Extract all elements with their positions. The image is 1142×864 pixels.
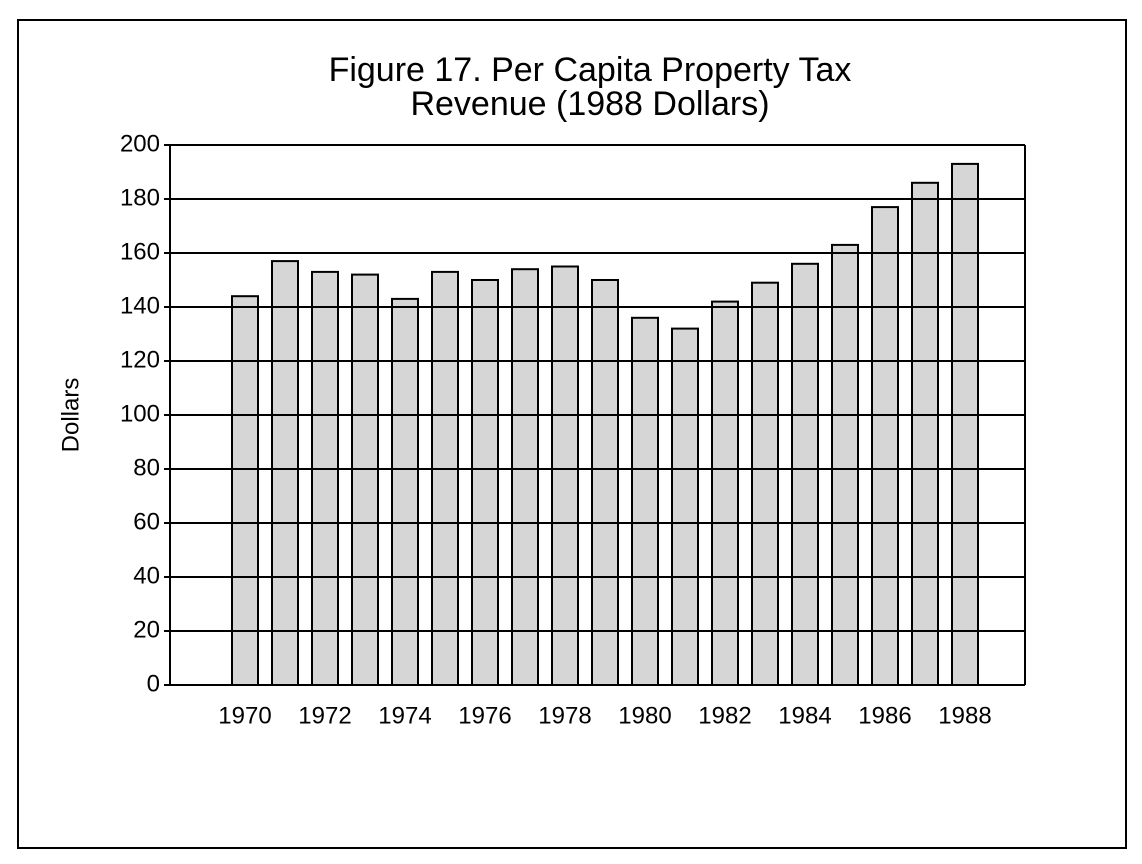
y-tick-label: 200 <box>120 130 160 157</box>
bar <box>591 279 619 686</box>
x-tick-label: 1974 <box>378 702 431 729</box>
y-tick-label: 60 <box>133 508 160 535</box>
y-tick-label: 180 <box>120 184 160 211</box>
bar <box>871 206 899 686</box>
y-tick-label: 20 <box>133 616 160 643</box>
x-tick-label: 1984 <box>778 702 831 729</box>
x-tick-label: 1986 <box>858 702 911 729</box>
bar <box>791 262 819 686</box>
bar <box>271 260 299 686</box>
y-tick-label: 160 <box>120 238 160 265</box>
x-tick-label: 1970 <box>218 702 271 729</box>
bar <box>751 281 779 686</box>
y-tick-label: 40 <box>133 562 160 589</box>
x-tick-label: 1972 <box>298 702 351 729</box>
y-tick-label: 140 <box>120 292 160 319</box>
y-tick-label: 100 <box>120 400 160 427</box>
bar <box>951 162 979 686</box>
bar <box>351 273 379 686</box>
chart-title: Figure 17. Per Capita Property Tax <box>329 51 852 89</box>
y-tick-label: 80 <box>133 454 160 481</box>
x-tick-label: 1982 <box>698 702 751 729</box>
bar <box>431 270 459 686</box>
x-tick-label: 1980 <box>618 702 671 729</box>
y-tick-label: 120 <box>120 346 160 373</box>
x-tick-label: 1988 <box>938 702 991 729</box>
bar <box>231 295 259 686</box>
x-tick-label: 1978 <box>538 702 591 729</box>
bar <box>311 270 339 686</box>
y-tick-label: 0 <box>147 670 160 697</box>
chart-subtitle: Revenue (1988 Dollars) <box>410 85 769 123</box>
y-axis-label: Dollars <box>57 378 84 453</box>
frame <box>17 19 1127 849</box>
bar <box>631 316 659 686</box>
bar <box>391 297 419 686</box>
bar <box>911 181 939 687</box>
bar <box>711 300 739 686</box>
x-tick-label: 1976 <box>458 702 511 729</box>
bar <box>831 243 859 686</box>
bar <box>471 279 499 686</box>
bar <box>551 265 579 686</box>
bar <box>511 268 539 686</box>
